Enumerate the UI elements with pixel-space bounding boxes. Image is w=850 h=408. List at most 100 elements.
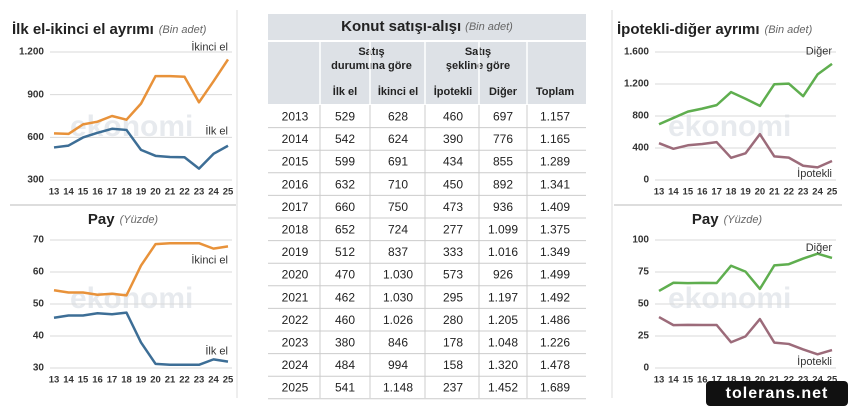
site-name: tolerans.net: [726, 385, 829, 402]
x-tick-label: 13: [654, 375, 665, 386]
table-cell: 994: [388, 358, 408, 372]
table-cell: 710: [388, 177, 408, 191]
x-tick-label: 24: [208, 375, 219, 386]
x-tick-label: 19: [136, 187, 147, 198]
x-tick-label: 19: [740, 187, 751, 198]
table-cell: 2022: [282, 313, 309, 327]
x-tick-label: 20: [150, 375, 161, 386]
y-tick-label: 50: [33, 299, 45, 310]
x-tick-label: 17: [711, 375, 722, 386]
x-tick-label: 20: [150, 187, 161, 198]
table-cell: 837: [388, 245, 408, 259]
table-cell: 2013: [282, 109, 309, 123]
table-cell: 1.349: [540, 245, 570, 259]
table-cell: 855: [493, 155, 513, 169]
y-tick-label: 0: [643, 175, 649, 186]
table-cell: 1.148: [383, 381, 413, 395]
y-tick-label: 1.200: [624, 79, 649, 90]
table-cell: 1.486: [540, 313, 570, 327]
x-tick-label: 25: [223, 375, 234, 386]
table-cell: 2017: [282, 200, 309, 214]
x-tick-label: 14: [63, 187, 74, 198]
table-cell: 1.197: [488, 290, 518, 304]
y-tick-label: 100: [632, 235, 649, 246]
site-badge: [706, 381, 848, 406]
table-cell: 529: [335, 109, 355, 123]
table-cell: 926: [493, 268, 513, 282]
column-header: Diğer: [489, 86, 518, 98]
y-tick-label: 600: [27, 132, 44, 143]
table-cell: 1.375: [540, 222, 570, 236]
y-tick-label: 75: [638, 267, 650, 278]
table-cell: 462: [335, 290, 355, 304]
chart-subtitle: (Bin adet): [159, 24, 207, 36]
table-cell: 1.157: [540, 109, 570, 123]
x-tick-label: 24: [812, 187, 823, 198]
series-label: İpotekli: [797, 167, 832, 180]
watermark: ekonomi: [668, 282, 791, 315]
table-cell: 724: [388, 222, 408, 236]
table-cell: 750: [388, 200, 408, 214]
x-tick-label: 20: [755, 187, 766, 198]
watermark: ekonomi: [668, 110, 791, 143]
x-tick-label: 14: [668, 375, 679, 386]
x-tick-label: 13: [49, 375, 60, 386]
table-cell: 1.226: [540, 335, 570, 349]
x-tick-label: 16: [697, 187, 708, 198]
table-cell: 1.452: [488, 381, 518, 395]
table-title: Konut satışı-alışı: [341, 18, 461, 35]
x-tick-label: 15: [78, 187, 89, 198]
x-tick-label: 24: [812, 375, 823, 386]
y-tick-label: 400: [632, 143, 649, 154]
series-label: İlk el: [205, 345, 228, 358]
group-header: Satış: [358, 46, 384, 58]
x-tick-label: 23: [798, 187, 809, 198]
x-tick-label: 21: [165, 375, 176, 386]
table-cell: 1.478: [540, 358, 570, 372]
table-cell: 697: [493, 109, 513, 123]
table-header-bg: [268, 14, 586, 104]
series-label: Diğer: [806, 242, 833, 254]
x-tick-label: 18: [121, 187, 132, 198]
x-tick-label: 16: [92, 187, 103, 198]
series-label: İpotekli: [797, 355, 832, 368]
table-subtitle: (Bin adet): [465, 21, 513, 33]
table-cell: 2019: [282, 245, 309, 259]
table-cell: 2014: [282, 132, 309, 146]
x-tick-label: 19: [136, 375, 147, 386]
y-tick-label: 800: [632, 111, 649, 122]
chart-title: İlk el-ikinci el ayrımı: [12, 21, 154, 38]
x-tick-label: 13: [49, 187, 60, 198]
series-label: Diğer: [806, 46, 833, 58]
table-cell: 632: [335, 177, 355, 191]
chart-title: Pay: [692, 211, 719, 228]
line: [658, 252, 833, 293]
group-header: Satış: [465, 46, 491, 58]
y-tick-label: 30: [33, 363, 45, 374]
table-cell: 2023: [282, 335, 309, 349]
table-cell: 1.205: [488, 313, 518, 327]
table-cell: 776: [493, 132, 513, 146]
table-cell: 158: [443, 358, 463, 372]
x-tick-label: 18: [726, 187, 737, 198]
table-cell: 2024: [282, 358, 309, 372]
x-tick-label: 19: [740, 375, 751, 386]
x-tick-label: 21: [165, 187, 176, 198]
x-tick-label: 18: [726, 375, 737, 386]
table-cell: 1.026: [383, 313, 413, 327]
group-header: şekline göre: [446, 60, 510, 72]
x-tick-label: 25: [827, 187, 838, 198]
table-cell: 599: [335, 155, 355, 169]
table-cell: 333: [443, 245, 463, 259]
chart-title: Pay: [88, 211, 115, 228]
column-header: İpotekli: [434, 85, 473, 98]
table-cell: 280: [443, 313, 463, 327]
table-cell: 178: [443, 335, 463, 349]
y-tick-label: 1.200: [19, 47, 44, 58]
table-cell: 2020: [282, 268, 309, 282]
table-cell: 450: [443, 177, 463, 191]
column-header: İkinci el: [378, 85, 418, 98]
x-tick-label: 22: [179, 187, 190, 198]
table-cell: 512: [335, 245, 355, 259]
